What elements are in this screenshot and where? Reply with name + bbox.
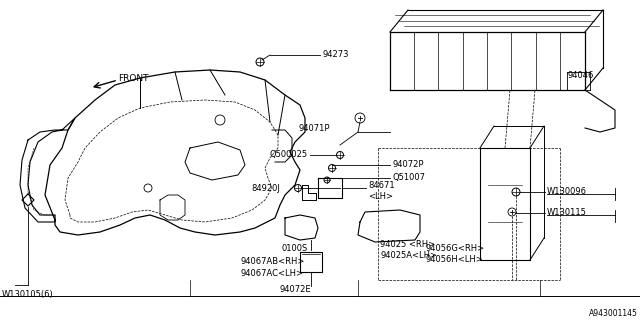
Text: 94072P: 94072P — [392, 159, 424, 169]
Text: 94046: 94046 — [568, 70, 595, 79]
Text: Q51007: Q51007 — [392, 172, 425, 181]
Text: 94072E: 94072E — [279, 285, 311, 294]
Text: 84671: 84671 — [368, 180, 395, 189]
Text: <LH>: <LH> — [368, 191, 393, 201]
Text: 94056G<RH>: 94056G<RH> — [425, 244, 484, 252]
Text: 94067AB<RH>: 94067AB<RH> — [240, 258, 305, 267]
Text: FRONT: FRONT — [118, 74, 148, 83]
Text: 94025 <RH>: 94025 <RH> — [380, 239, 435, 249]
Text: W130105(6): W130105(6) — [2, 290, 54, 299]
Text: 94025A<LH>: 94025A<LH> — [380, 251, 437, 260]
Text: 94273: 94273 — [322, 50, 349, 59]
Text: 94071P: 94071P — [298, 124, 330, 132]
Text: 94067AC<LH>: 94067AC<LH> — [240, 268, 303, 277]
Text: Q500025: Q500025 — [270, 149, 308, 158]
Text: 0100S: 0100S — [282, 244, 308, 252]
Text: A943001145: A943001145 — [589, 309, 638, 318]
Text: 94056H<LH>: 94056H<LH> — [425, 255, 483, 265]
Text: W130096: W130096 — [547, 187, 587, 196]
Text: 84920J: 84920J — [251, 183, 280, 193]
Text: W130115: W130115 — [547, 207, 587, 217]
